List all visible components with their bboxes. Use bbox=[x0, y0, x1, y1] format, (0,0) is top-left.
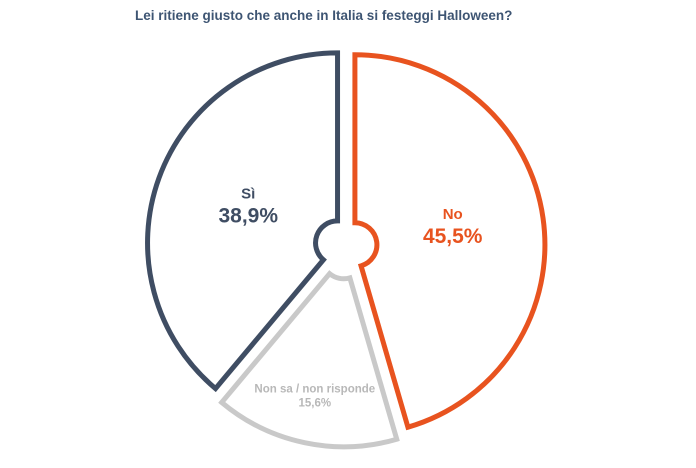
slice-si-value-label: 38,9% bbox=[218, 204, 278, 227]
chart-title: Lei ritiene giusto che anche in Italia s… bbox=[135, 8, 513, 23]
pie-labels: No 45,5% Non sa / non risponde 15,6% Sì 38,9% bbox=[218, 185, 482, 409]
slice-non-sa-name-label: Non sa / non risponde bbox=[254, 383, 375, 395]
slice-no-name-label: No bbox=[443, 206, 463, 223]
pie-slices bbox=[145, 50, 548, 450]
slice-non-sa bbox=[218, 270, 400, 450]
slice-no bbox=[352, 52, 548, 431]
slice-no-value-label: 45,5% bbox=[423, 225, 483, 248]
slice-non-sa-value-label: 15,6% bbox=[298, 397, 331, 409]
slice-si bbox=[145, 50, 341, 393]
slice-si-name-label: Sì bbox=[241, 185, 255, 202]
